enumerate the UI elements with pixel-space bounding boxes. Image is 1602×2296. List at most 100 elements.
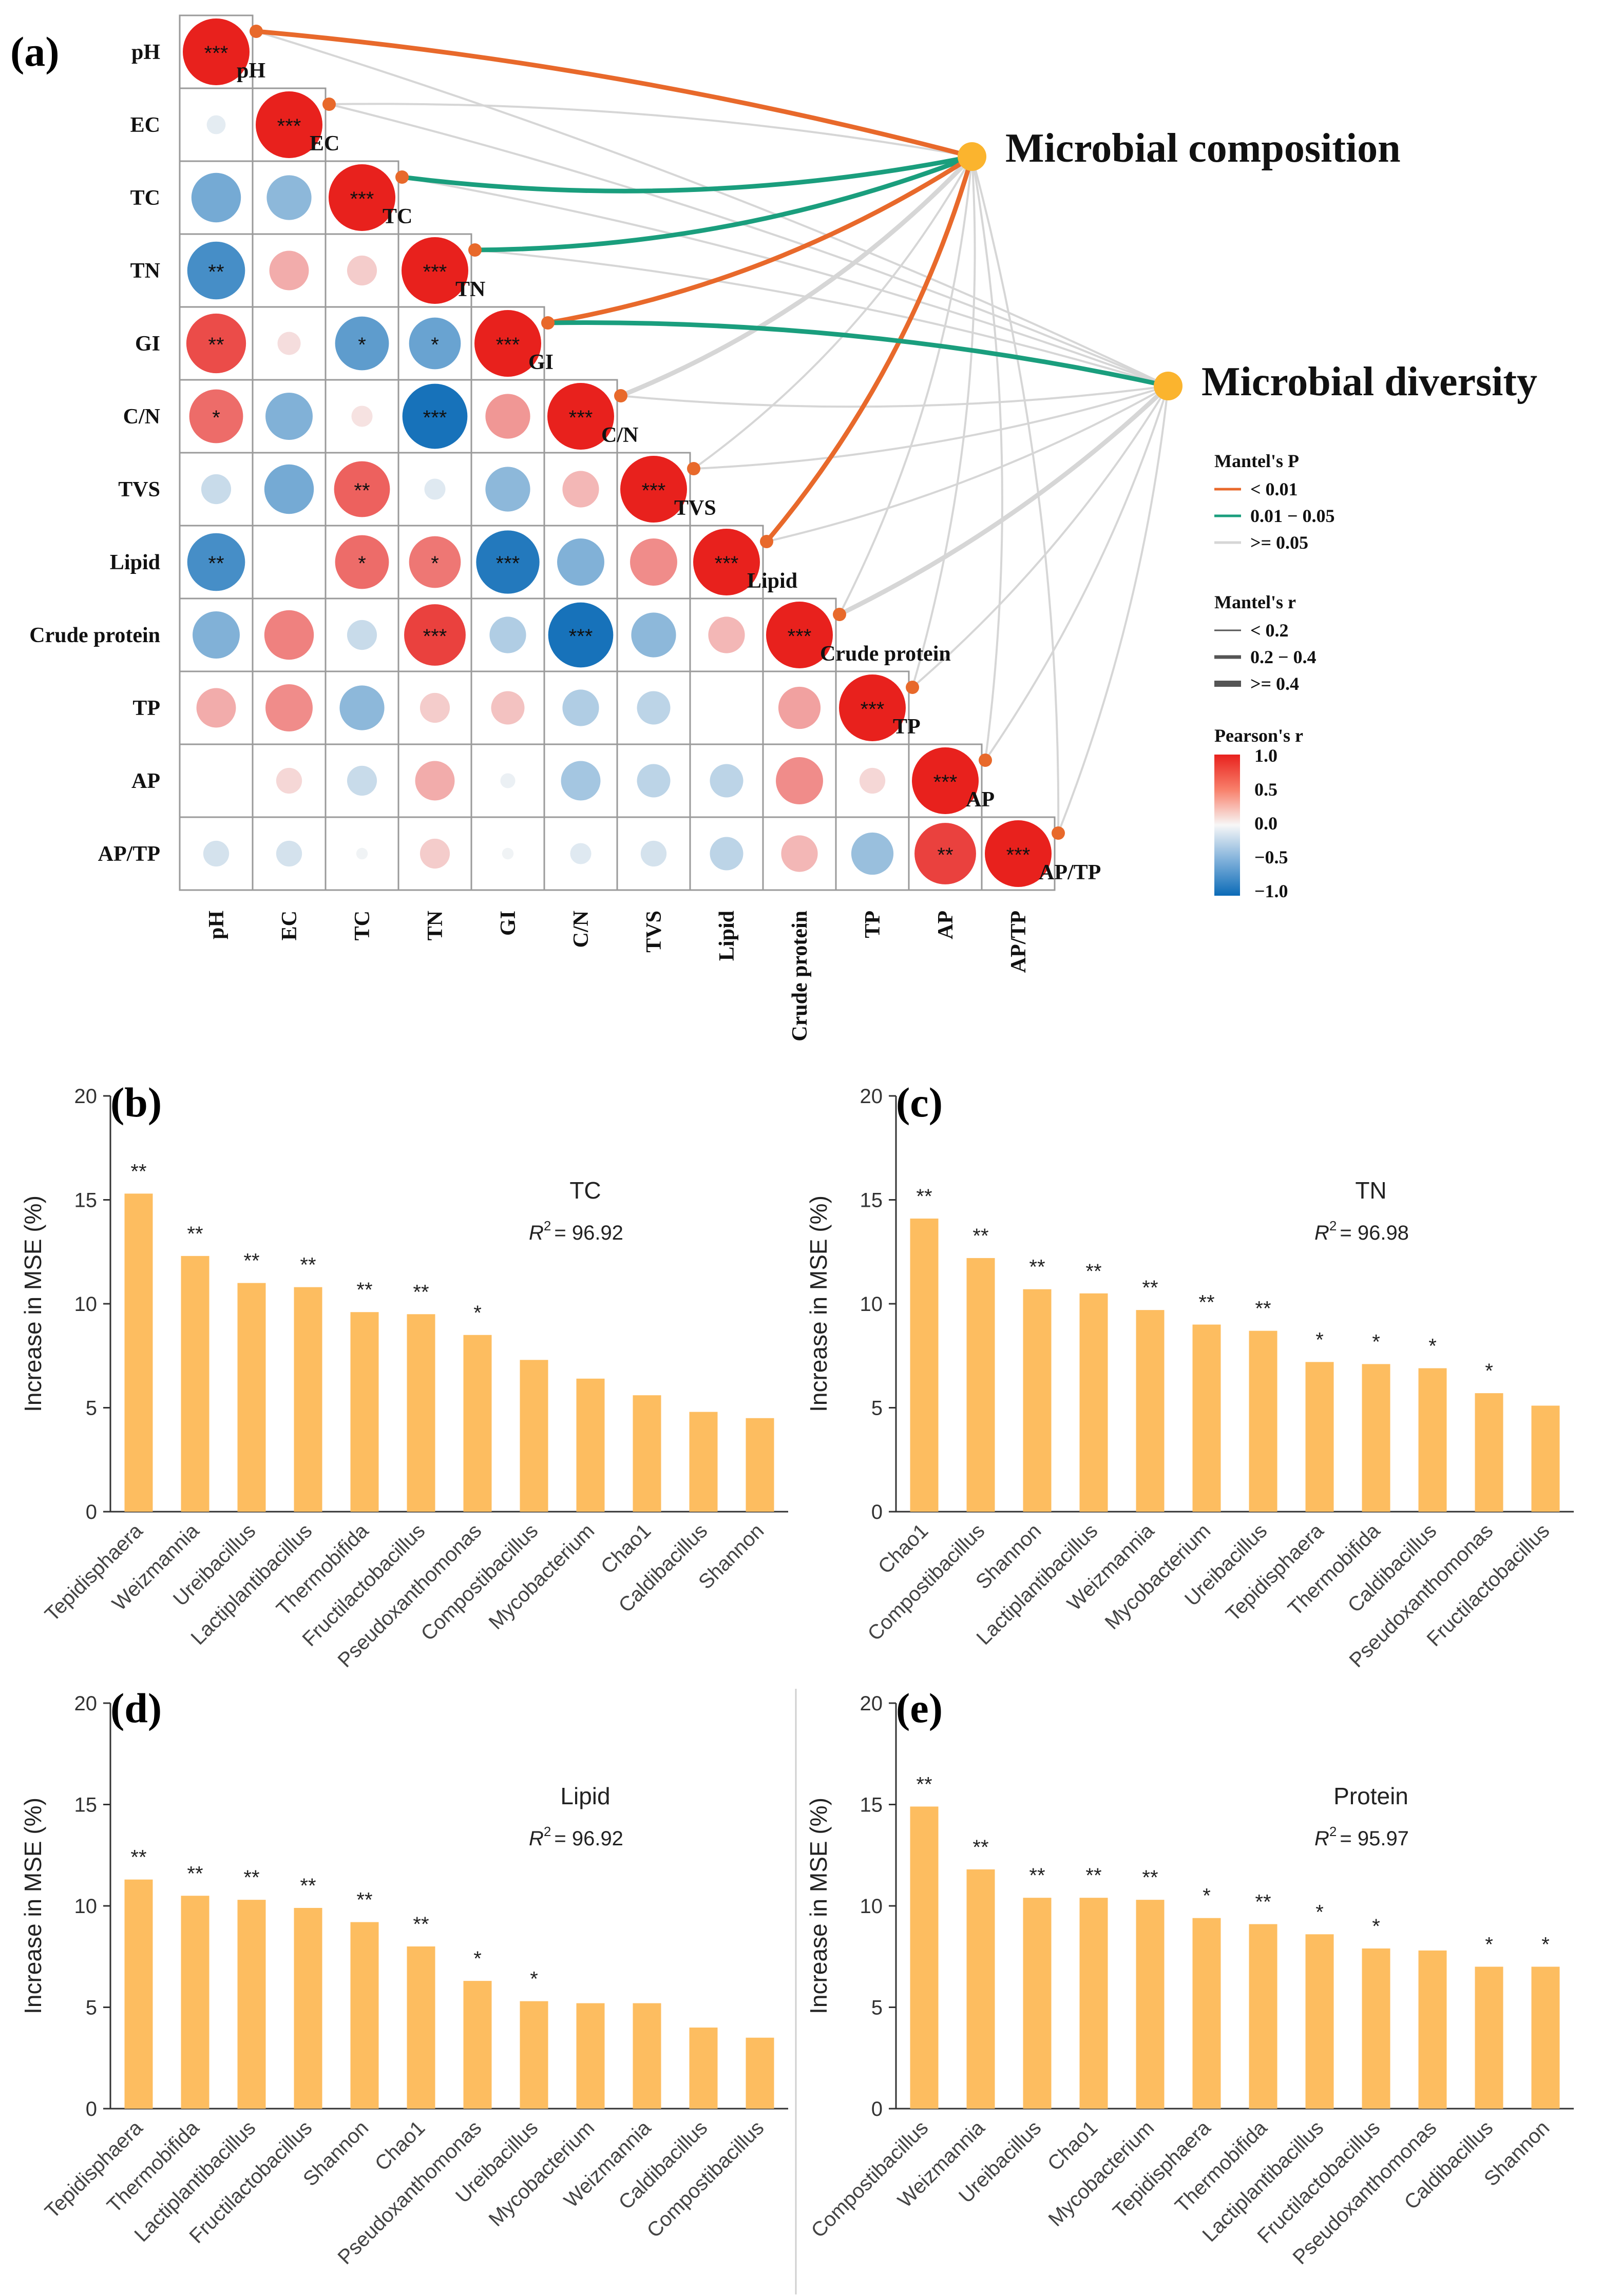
corr-circle-7-6 [630,538,677,586]
mantel-edge-composition-c-n [618,154,975,398]
bar-significance: ** [1029,1256,1045,1279]
panel-label: (c) [896,1079,943,1126]
bar-shannon [1023,1289,1052,1512]
corr-circle-6-6 [620,456,687,523]
bar-tepidisphaera [1192,1918,1221,2109]
corr-circle-4-3 [409,317,461,370]
legend-r-item: 0.2 − 0.4 [1250,647,1317,667]
diag-label-lipid: Lipid [747,569,797,593]
corr-circle-2-2 [329,164,395,231]
bar-fructilactobacillus [1362,1948,1390,2109]
node-microbial-diversity [1154,372,1183,400]
bar-significance: ** [972,1836,988,1859]
r-squared-label: R2 = 96.92 [529,1824,623,1850]
corr-circle-9-3 [419,692,450,723]
anchor-dot-gi [541,316,555,330]
mantel-edge-diversity-ph [255,30,1169,387]
bar-significance: ** [130,1160,146,1183]
y-tick-label: 15 [860,1189,883,1212]
corr-circle-5-0 [189,389,243,443]
r-squared-label: R2 = 96.92 [529,1218,623,1244]
anchor-dot-lipid [760,535,773,548]
corr-circle-9-8 [778,686,821,729]
corr-circle-11-4 [502,847,514,860]
chart-title: Lipid [560,1783,610,1809]
r-squared-value: = 96.92 [554,1222,623,1244]
bar-thermobifida [1249,1924,1277,2109]
legend: Mantel's P < 0.01 0.01 − 0.05 >= 0.05 Mantel… [1214,451,1335,901]
mantel-edge-diversity-tn [474,249,1169,387]
bar-significance: ** [1142,1866,1158,1889]
diag-label-tp: TP [893,715,921,739]
bar-mycobacterium [1192,1324,1221,1512]
bar-shannon [350,1922,379,2109]
bar-significance: * [1428,1335,1437,1358]
corr-circle-10-5 [561,761,601,801]
corr-circle-3-1 [269,250,309,291]
bar-significance: ** [243,1250,259,1272]
panel-d-chart: 0 5 10 15 20 Increase in MSE (%) (d) Lipid R2 = 9… [20,1685,788,2269]
diag-label-ap-tp: AP/TP [1039,861,1101,884]
y-tick-label: 0 [86,1501,97,1523]
x-tick-label-tepidisphaera: Tepidisphaera [41,2116,147,2223]
col-label-tn: TN [424,911,447,940]
row-label-ph: pH [131,41,160,64]
corr-circle-11-1 [276,840,302,867]
legend-p-title: Mantel's P [1214,451,1299,471]
col-label-c-n: C/N [569,911,593,948]
corr-circle-1-1 [256,91,322,158]
corr-circle-10-10 [912,747,979,814]
corr-circle-6-1 [264,464,314,514]
chart-title: TC [569,1177,601,1204]
bar-significance: * [473,1947,482,1970]
corr-circle-11-8 [781,835,818,872]
bar-compostibacillus [910,1806,939,2109]
significance-stars: * [431,552,439,575]
corr-circle-9-2 [339,685,385,730]
diag-label-ec: EC [310,132,339,156]
panel-c-chart: 0 5 10 15 20 Increase in MSE (%) (c) TN R2 = 96.9… [805,1079,1574,1672]
bar-compostibacillus [746,2037,774,2109]
row-label-crude-protein: Crude protein [29,624,160,647]
diag-label-gi: GI [528,351,554,374]
corr-circle-4-1 [277,332,301,355]
corr-circle-7-3 [409,536,461,588]
y-tick-label: 15 [74,1189,98,1212]
corr-circle-7-4 [476,530,540,594]
y-axis-title: Increase in MSE (%) [805,1798,832,2014]
bar-ureibacillus [237,1283,266,1512]
corr-circle-3-0 [187,241,245,300]
legend-p-item: < 0.01 [1250,479,1298,499]
significance-stars: *** [496,552,520,575]
bar-significance: * [1372,1915,1380,1938]
y-tick-label: 0 [871,2098,883,2120]
bar-pseudoxanthomonas [1475,1393,1503,1512]
legend-r-item: < 0.2 [1250,620,1289,641]
mantel-edge-diversity-tvs [693,385,1169,470]
mantel-edge-diversity-tc [401,176,1169,387]
r-squared-symbol: R [529,1222,544,1244]
mantel-edge-composition-tn [472,154,975,253]
significance-stars: *** [496,334,520,356]
bar-caldibacillus [689,1412,718,1512]
diag-label-tn: TN [455,278,485,301]
legend-p-item: 0.01 − 0.05 [1250,506,1335,526]
corr-circle-5-1 [265,393,313,440]
row-label-gi: GI [135,332,160,356]
bar-thermobifida [181,1896,209,2109]
col-label-lipid: Lipid [715,911,739,961]
corr-circle-6-4 [485,467,530,512]
r-squared-exponent: 2 [1329,1824,1337,1839]
bar-significance: * [1485,1360,1493,1382]
mantel-edge-composition-lipid [764,154,975,544]
node-label-composition: Microbial composition [1005,126,1401,171]
legend-pearson-colorbar [1214,755,1240,896]
corr-circle-5-4 [485,394,530,439]
y-tick-label: 10 [74,1895,98,1918]
chart-title: TN [1355,1177,1386,1204]
bar-significance: ** [1085,1864,1101,1887]
mantel-edge-composition-ap [971,156,1003,761]
corr-circle-9-4 [491,691,525,725]
y-tick-label: 10 [860,1293,883,1316]
col-label-ap: AP [934,911,958,939]
